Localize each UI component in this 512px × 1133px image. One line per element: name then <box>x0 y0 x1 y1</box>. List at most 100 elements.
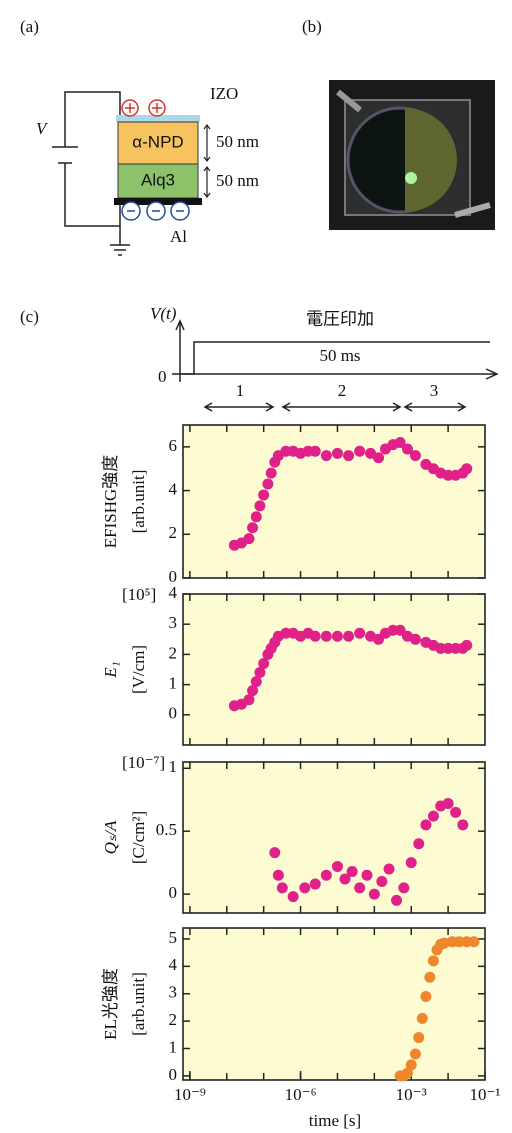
point <box>468 936 480 948</box>
layer-label: Alq3 <box>141 170 175 189</box>
point <box>320 630 332 642</box>
y-tick-label: 2 <box>169 643 178 662</box>
point <box>343 630 355 642</box>
point <box>424 971 436 983</box>
y-axis-unit: [C/cm²] <box>129 811 148 864</box>
y-tick-label: 1 <box>169 757 178 776</box>
point <box>343 450 355 462</box>
point <box>394 436 406 448</box>
point <box>287 891 299 903</box>
y-axis-label: Qₛ/A <box>101 820 120 854</box>
duration-label: 50 ms <box>319 346 360 365</box>
y-axis-label: E₁ <box>101 661 120 678</box>
phase-label: 3 <box>430 381 439 400</box>
point <box>247 522 259 534</box>
point <box>331 630 343 642</box>
y-tick-label: 3 <box>169 983 178 1002</box>
layer-label: α-NPD <box>132 132 183 151</box>
phase-label: 1 <box>236 381 245 400</box>
point <box>309 630 321 642</box>
point <box>442 798 454 810</box>
pulse-label: 電圧印加 <box>306 309 374 328</box>
point <box>331 447 343 459</box>
thickness-label: 50 nm <box>216 132 259 151</box>
electrode-label: IZO <box>210 84 238 103</box>
point <box>354 882 366 894</box>
point <box>401 443 413 455</box>
thickness-label: 50 nm <box>216 171 259 190</box>
y-tick-label: 1 <box>169 674 178 693</box>
point <box>254 667 266 679</box>
point <box>276 882 288 894</box>
thickness-arrows <box>203 124 211 198</box>
point <box>409 450 421 462</box>
y-axis-unit: [arb.unit] <box>129 470 148 534</box>
holes <box>121 99 166 117</box>
point <box>320 869 332 881</box>
electrons <box>121 201 190 221</box>
y-multiplier: [10⁵] <box>122 585 156 604</box>
y-tick-label: 0 <box>169 567 178 586</box>
plot-area <box>182 593 486 746</box>
point <box>461 463 473 475</box>
x-tick-label: 10⁻⁶ <box>285 1085 317 1104</box>
electrode-label: Al <box>170 227 187 246</box>
point <box>354 445 366 457</box>
point <box>427 810 439 822</box>
point <box>461 639 473 651</box>
y-tick-label: 4 <box>169 479 178 498</box>
point <box>368 888 380 900</box>
point <box>453 936 465 948</box>
panel-label: (a) <box>20 17 39 36</box>
point <box>391 894 403 906</box>
point <box>243 533 255 545</box>
y-tick-label: 3 <box>169 613 178 632</box>
x-tick-label: 10⁻³ <box>396 1085 427 1104</box>
point <box>339 873 351 885</box>
y-tick-label: 5 <box>169 928 178 947</box>
point <box>272 869 284 881</box>
y-tick-label: 0 <box>169 704 178 723</box>
x-tick-label: 10⁻¹ <box>469 1085 500 1104</box>
point <box>409 1048 421 1060</box>
y-tick-label: 1 <box>169 1037 178 1056</box>
point <box>409 633 421 645</box>
y-axis-label: EL光強度 <box>101 968 120 1040</box>
point <box>265 467 277 479</box>
point <box>398 882 410 894</box>
point <box>405 1059 417 1071</box>
photo <box>329 80 495 230</box>
point <box>250 676 262 688</box>
y-tick-label: 4 <box>169 955 178 974</box>
point <box>373 452 385 464</box>
x-tick-label: 10⁻⁹ <box>174 1085 206 1104</box>
point <box>361 869 373 881</box>
point <box>331 860 343 872</box>
point <box>309 445 321 457</box>
y-tick-label: 0 <box>169 1065 178 1084</box>
izo-layer <box>116 115 200 122</box>
point <box>250 511 262 523</box>
point <box>262 478 274 490</box>
phase-arrows <box>203 402 467 412</box>
plot-area <box>182 424 486 579</box>
y-tick-label: 0 <box>169 883 178 902</box>
point <box>346 865 358 877</box>
point <box>258 489 270 501</box>
point <box>258 657 270 669</box>
plot-area <box>182 761 486 914</box>
point <box>420 819 432 831</box>
point <box>309 878 321 890</box>
y-axis-unit: [arb.unit] <box>129 972 148 1036</box>
y-tick-label: 2 <box>169 523 178 542</box>
point <box>320 450 332 462</box>
x-axis-label: time [s] <box>309 1111 361 1130</box>
panel-label: (c) <box>20 307 39 326</box>
point <box>243 694 255 706</box>
voltage-label: V <box>36 119 49 138</box>
point <box>442 469 454 481</box>
point <box>420 990 432 1002</box>
point <box>413 1032 425 1044</box>
point <box>394 624 406 636</box>
